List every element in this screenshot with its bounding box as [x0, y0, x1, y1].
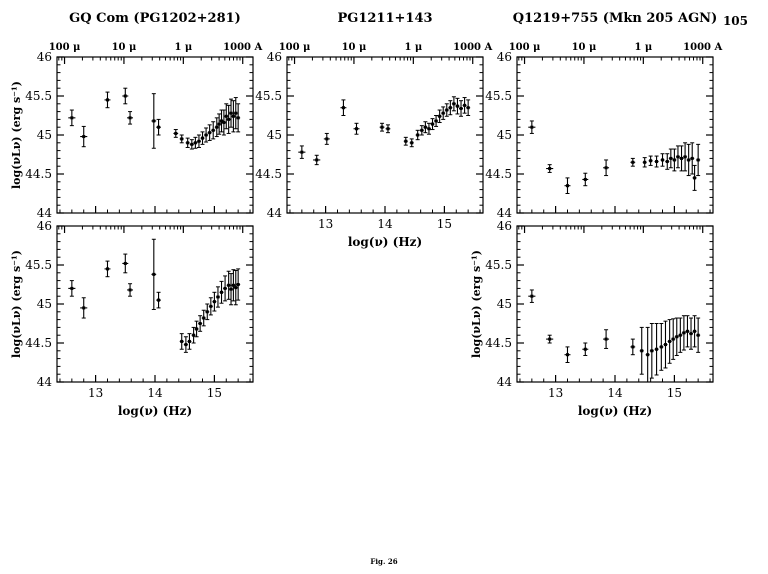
svg-text:46: 46: [37, 50, 52, 64]
svg-text:44: 44: [497, 206, 513, 220]
svg-text:44.5: 44.5: [25, 167, 52, 181]
svg-text:13: 13: [318, 217, 333, 231]
svg-text:log(ν) (Hz): log(ν) (Hz): [118, 404, 192, 418]
svg-text:45: 45: [497, 297, 512, 311]
svg-text:45.5: 45.5: [25, 89, 52, 103]
svg-text:44.5: 44.5: [485, 167, 512, 181]
svg-text:45.5: 45.5: [485, 258, 512, 272]
svg-text:1000 A: 1000 A: [223, 42, 262, 53]
svg-text:44.5: 44.5: [485, 336, 512, 350]
svg-text:45.5: 45.5: [485, 89, 512, 103]
svg-text:10 μ: 10 μ: [572, 42, 597, 53]
figure-caption: Fig. 26: [370, 557, 398, 566]
svg-text:46: 46: [267, 50, 282, 64]
svg-text:46: 46: [497, 50, 512, 64]
svg-text:44: 44: [37, 206, 53, 220]
svg-text:log(νLν) (erg s⁻¹): log(νLν) (erg s⁻¹): [470, 250, 483, 358]
panel-gq-com-lower: 13 14 15 44 44.5 45 45.5 46 log(ν) (Hz) log(νLν) …: [10, 219, 254, 418]
svg-text:44: 44: [37, 375, 53, 389]
svg-text:log(ν) (Hz): log(ν) (Hz): [578, 404, 652, 418]
svg-text:44: 44: [497, 375, 513, 389]
svg-text:45.5: 45.5: [25, 258, 52, 272]
svg-text:1000 A: 1000 A: [453, 42, 492, 53]
svg-text:13: 13: [88, 386, 103, 400]
panel-q1219-lower: 13 14 15 44 44.5 45 45.5 46 log(ν) (Hz) log(νLν) …: [470, 219, 714, 418]
svg-text:13: 13: [548, 386, 563, 400]
svg-text:45: 45: [267, 128, 282, 142]
svg-text:14: 14: [607, 386, 623, 400]
svg-text:45: 45: [37, 128, 52, 142]
svg-text:46: 46: [37, 219, 52, 233]
svg-text:1 μ: 1 μ: [404, 42, 422, 53]
svg-text:PG1211+143: PG1211+143: [337, 11, 432, 26]
page-number: 105: [722, 14, 748, 28]
svg-text:14: 14: [377, 217, 393, 231]
svg-text:Q1219+755 (Mkn 205 AGN): Q1219+755 (Mkn 205 AGN): [513, 11, 717, 26]
svg-text:44.5: 44.5: [25, 336, 52, 350]
svg-text:10 μ: 10 μ: [112, 42, 137, 53]
svg-text:45: 45: [37, 297, 52, 311]
svg-text:100 μ: 100 μ: [49, 42, 81, 53]
svg-text:46: 46: [497, 219, 512, 233]
svg-text:14: 14: [147, 386, 163, 400]
svg-text:log(νLν) (erg s⁻¹): log(νLν) (erg s⁻¹): [10, 81, 23, 189]
svg-text:100 μ: 100 μ: [509, 42, 541, 53]
svg-text:1000 A: 1000 A: [683, 42, 722, 53]
svg-text:45.5: 45.5: [255, 89, 282, 103]
svg-text:GQ Com (PG1202+281): GQ Com (PG1202+281): [69, 11, 241, 26]
svg-text:15: 15: [667, 386, 682, 400]
svg-text:15: 15: [437, 217, 452, 231]
svg-text:44: 44: [267, 206, 283, 220]
svg-text:log(ν) (Hz): log(ν) (Hz): [348, 235, 422, 249]
svg-text:44.5: 44.5: [255, 167, 282, 181]
svg-text:1 μ: 1 μ: [634, 42, 652, 53]
svg-text:log(νLν) (erg s⁻¹): log(νLν) (erg s⁻¹): [10, 250, 23, 358]
svg-text:100 μ: 100 μ: [279, 42, 311, 53]
svg-text:15: 15: [207, 386, 222, 400]
svg-text:45: 45: [497, 128, 512, 142]
svg-text:10 μ: 10 μ: [342, 42, 367, 53]
svg-text:1 μ: 1 μ: [174, 42, 192, 53]
